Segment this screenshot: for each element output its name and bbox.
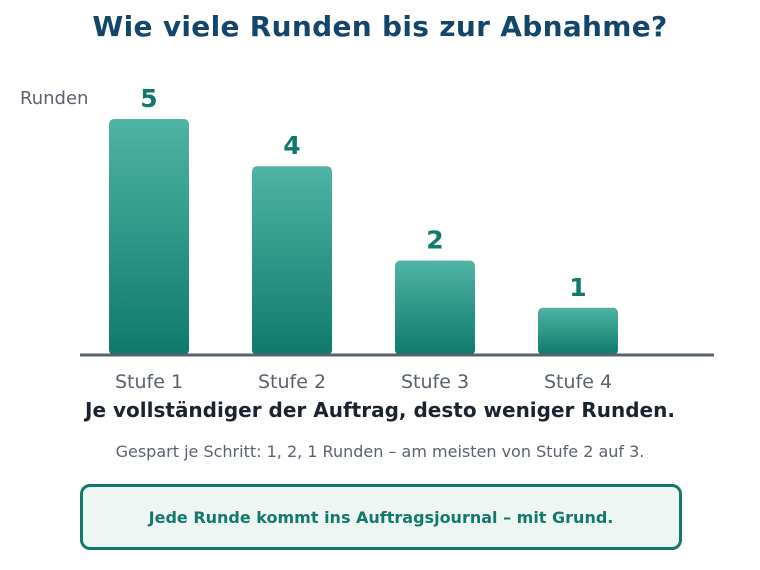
- conclusion-text: Je vollständiger der Auftrag, desto weni…: [85, 398, 675, 422]
- x-tick-labels: Stufe 1 Stufe 2 Stufe 3 Stufe 4: [115, 371, 612, 393]
- x-tick-label-4: Stufe 4: [544, 371, 612, 393]
- bar-chart: Runden 5 4 2 1 Stufe 1 Stufe 2 Stufe 3 Stufe 4: [20, 84, 714, 393]
- x-tick-label-1: Stufe 1: [115, 371, 183, 393]
- savings-note: Gespart je Schritt: 1, 2, 1 Runden – am …: [115, 442, 645, 461]
- bar-2: [252, 166, 332, 355]
- bar-1: [109, 119, 189, 355]
- y-axis-label: Runden: [20, 88, 88, 109]
- data-label-1: 5: [140, 84, 157, 113]
- x-tick-label-2: Stufe 2: [258, 371, 326, 393]
- bars-group: 5 4 2 1: [109, 84, 618, 355]
- bar-4: [538, 307, 618, 355]
- bar-3: [395, 260, 475, 355]
- chart-title: Wie viele Runden bis zur Abnahme?: [92, 10, 668, 43]
- callout-text: Jede Runde kommt ins Auftragsjournal – m…: [148, 507, 614, 527]
- data-label-2: 4: [283, 131, 300, 160]
- data-label-3: 2: [426, 226, 443, 255]
- x-tick-label-3: Stufe 3: [401, 371, 469, 393]
- data-label-4: 1: [569, 273, 586, 302]
- callout-box: Jede Runde kommt ins Auftragsjournal – m…: [80, 484, 682, 550]
